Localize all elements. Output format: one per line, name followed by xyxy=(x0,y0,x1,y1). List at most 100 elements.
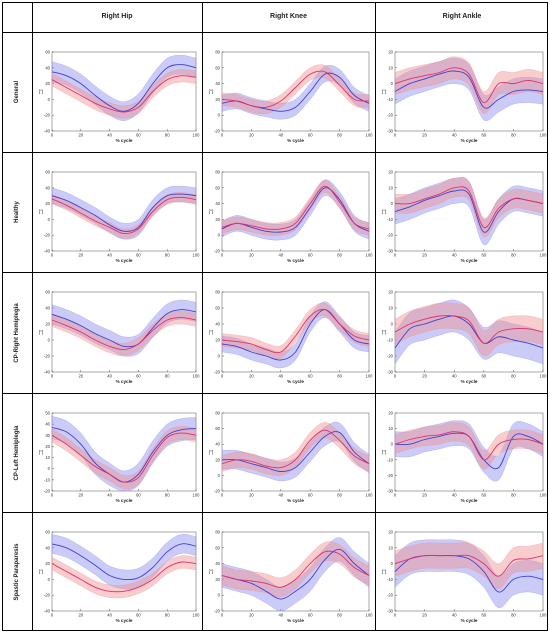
red-sd-band xyxy=(221,422,370,476)
y-tick-label: 0 xyxy=(218,233,221,238)
blue-mean-line xyxy=(394,70,544,109)
x-tick-label: 80 xyxy=(511,493,516,498)
x-tick-label: 0 xyxy=(394,493,397,498)
y-tick-label: 0 xyxy=(391,322,394,327)
y-axis-label: [°] xyxy=(39,450,43,455)
x-tick-label: 20 xyxy=(78,374,83,379)
y-tick-label: -30 xyxy=(387,489,394,494)
plot-frame xyxy=(51,51,197,132)
y-tick-label: 80 xyxy=(215,50,220,55)
y-axis-label: [°] xyxy=(209,209,213,214)
x-tick-label: 80 xyxy=(165,133,170,138)
x-tick-label: 60 xyxy=(308,493,313,498)
y-tick-label: -10 xyxy=(387,577,394,582)
blue-sd-band xyxy=(51,533,197,590)
gait-chart: 0 20 40 60 80 100 -30 -20 -10 0 10 20 % cycle [°] xyxy=(382,170,547,264)
y-tick-label: 10 xyxy=(388,65,393,70)
x-axis-label: % cycle xyxy=(116,618,133,623)
x-tick-label: 60 xyxy=(308,133,313,138)
x-tick-label: 60 xyxy=(136,374,141,379)
y-tick-label: -20 xyxy=(214,609,221,614)
y-tick-label: 20 xyxy=(45,444,50,449)
x-tick-label: 60 xyxy=(308,613,313,618)
x-tick-label: 100 xyxy=(193,133,201,138)
y-tick-label: 60 xyxy=(45,530,50,535)
red-sd-band xyxy=(51,555,197,599)
blue-sd-band xyxy=(221,301,370,369)
y-tick-label: 60 xyxy=(215,426,220,431)
y-tick-label: 60 xyxy=(215,545,220,550)
x-tick-label: 60 xyxy=(136,493,141,498)
grid-row-divider xyxy=(3,272,547,273)
y-tick-label: 0 xyxy=(391,442,394,447)
y-tick-label: -30 xyxy=(387,249,394,254)
y-tick-label: 10 xyxy=(388,426,393,431)
red-mean-line xyxy=(51,196,197,235)
y-tick-label: 40 xyxy=(45,545,50,550)
plot-frame xyxy=(221,291,370,373)
x-tick-label: 60 xyxy=(481,133,486,138)
x-tick-label: 20 xyxy=(78,133,83,138)
y-tick-label: -10 xyxy=(387,457,394,462)
y-tick-label: 10 xyxy=(388,185,393,190)
x-tick-label: 80 xyxy=(511,613,516,618)
y-tick-label: -20 xyxy=(214,489,221,494)
x-tick-label: 0 xyxy=(221,253,224,258)
y-tick-label: 60 xyxy=(45,170,50,175)
x-axis-label: % cycle xyxy=(116,379,133,384)
gait-chart: 0 20 40 60 80 100 -30 -20 -10 0 10 20 % cycle [°] xyxy=(382,530,547,624)
y-tick-label: 40 xyxy=(45,185,50,190)
gait-chart: 0 20 40 60 80 100 -30 -20 -10 0 10 20 % cycle [°] xyxy=(382,50,548,144)
blue-mean-line xyxy=(394,315,544,349)
y-tick-label: 0 xyxy=(218,473,221,478)
y-tick-label: -40 xyxy=(44,609,51,614)
y-tick-label: 0 xyxy=(218,354,221,359)
red-mean-line xyxy=(394,67,544,104)
x-tick-label: 80 xyxy=(165,493,170,498)
x-tick-label: 80 xyxy=(511,253,516,258)
y-tick-label: -20 xyxy=(44,489,51,494)
plot-frame xyxy=(221,171,370,252)
x-tick-label: 0 xyxy=(51,613,54,618)
x-tick-label: 0 xyxy=(221,374,224,379)
red-sd-band xyxy=(394,542,544,590)
y-tick-label: 0 xyxy=(391,561,394,566)
y-tick-label: -20 xyxy=(214,370,221,375)
y-tick-label: 0 xyxy=(218,113,221,118)
x-tick-label: 0 xyxy=(221,493,224,498)
y-axis-label: [°] xyxy=(39,89,43,94)
y-tick-label: 40 xyxy=(45,306,50,311)
x-tick-label: 40 xyxy=(107,133,112,138)
x-axis-label: % cycle xyxy=(461,379,478,384)
blue-sd-band xyxy=(221,179,370,241)
x-tick-label: 80 xyxy=(337,374,342,379)
y-axis-label: [°] xyxy=(382,330,386,335)
x-tick-label: 80 xyxy=(511,374,516,379)
blue-mean-line xyxy=(51,193,197,232)
gait-chart: 0 20 40 60 80 100 -20 -10 0 10 20 30 40 50 % cycle [°] xyxy=(39,411,200,504)
x-tick-label: 20 xyxy=(249,133,254,138)
plot-frame xyxy=(221,51,370,132)
y-axis-label: [°] xyxy=(39,330,43,335)
grid-column-divider xyxy=(375,3,376,630)
grid-row-divider xyxy=(3,393,547,394)
y-tick-label: 80 xyxy=(215,170,220,175)
x-tick-label: 100 xyxy=(540,133,548,138)
y-tick-label: 40 xyxy=(215,81,220,86)
x-tick-label: 100 xyxy=(193,613,201,618)
y-tick-label: -20 xyxy=(387,593,394,598)
x-tick-label: 0 xyxy=(51,253,54,258)
y-tick-label: 60 xyxy=(215,185,220,190)
y-tick-label: 20 xyxy=(388,530,393,535)
red-mean-line xyxy=(221,308,370,354)
y-axis-label: [°] xyxy=(39,209,43,214)
y-tick-label: 20 xyxy=(45,201,50,206)
y-tick-label: 20 xyxy=(388,290,393,295)
